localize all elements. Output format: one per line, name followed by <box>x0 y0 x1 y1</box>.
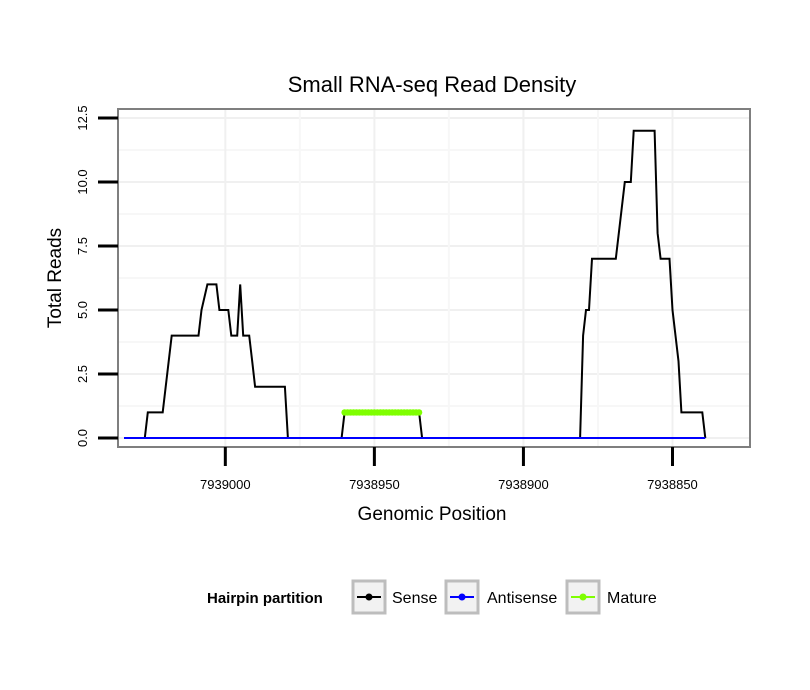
x-tick-label: 7939000 <box>200 477 251 492</box>
y-tick-label: 5.0 <box>75 301 90 319</box>
legend-item-mature: Mature <box>565 579 657 615</box>
y-tick-label: 10.0 <box>75 169 90 194</box>
mature-point <box>415 409 423 416</box>
x-tick-label: 7938900 <box>498 477 549 492</box>
y-axis-title: Total Reads <box>45 228 66 328</box>
plot-panel-border <box>117 108 751 448</box>
grid-lines <box>118 109 750 447</box>
legend-label: Mature <box>607 590 657 607</box>
legend-item-antisense: Antisense <box>444 579 557 615</box>
series-lines <box>124 129 707 439</box>
legend-title: Hairpin partition <box>207 590 323 607</box>
y-tick-label: 0.0 <box>75 429 90 447</box>
legend-key-dot <box>458 593 466 601</box>
x-tick-label: 7938950 <box>349 477 400 492</box>
legend-key-dot <box>579 593 587 601</box>
series-line-sense <box>124 129 707 439</box>
axes: 0.0 2.5 5.0 7.5 10.0 12.5 7939000 7938950 793890… <box>75 105 698 492</box>
y-tick-label: 7.5 <box>75 237 90 255</box>
legend: Hairpin partition Sense Antisense Mature <box>207 579 657 615</box>
legend-label: Antisense <box>487 590 557 607</box>
legend-label: Sense <box>392 590 437 607</box>
chart-title: Small RNA-seq Read Density <box>288 72 577 97</box>
x-axis-title: Genomic Position <box>358 504 507 525</box>
legend-key-dot <box>365 593 373 601</box>
x-tick-label: 7938850 <box>647 477 698 492</box>
legend-item-sense: Sense <box>351 579 437 615</box>
y-tick-label: 12.5 <box>75 105 90 130</box>
y-tick-label: 2.5 <box>75 365 90 383</box>
